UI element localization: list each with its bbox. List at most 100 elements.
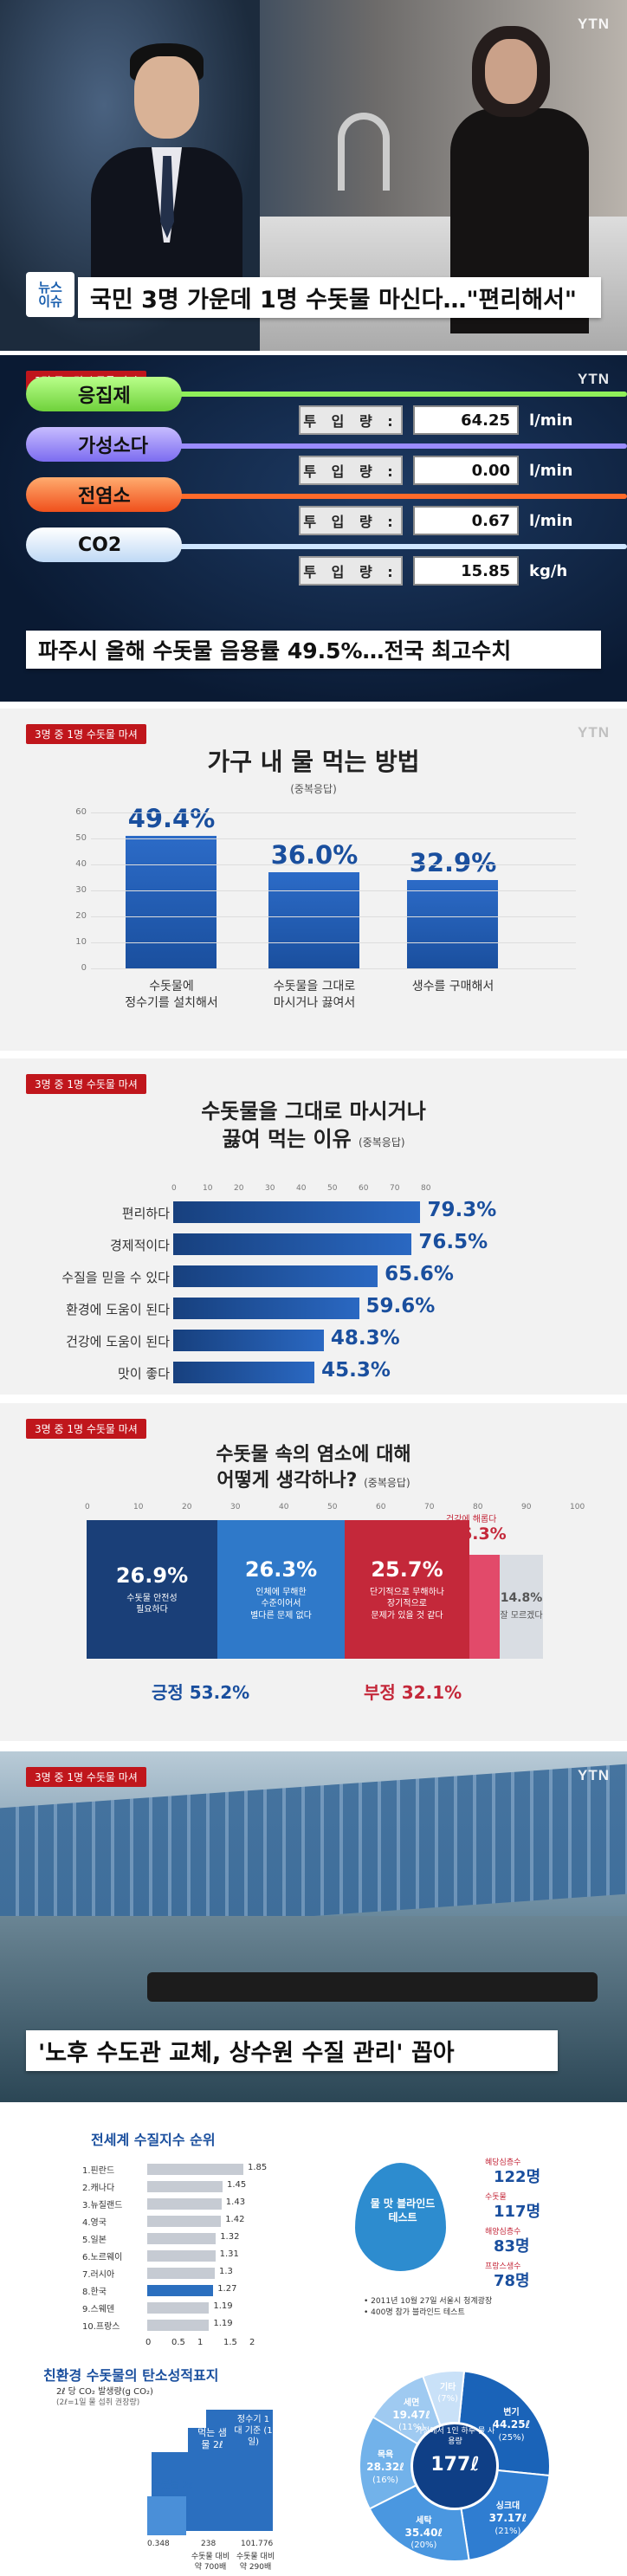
segment-desc-line: 별다른 문제 없다 <box>250 1610 312 1621</box>
country-name: 4.영국 <box>82 2218 107 2228</box>
chart-title-line: 끓여 먹는 이유 (중복응답) <box>0 1125 627 1153</box>
ytn-watermark: YTN <box>578 724 610 741</box>
news-issue-badge: 뉴스 이슈 <box>26 272 74 317</box>
reason-bar <box>173 1265 378 1287</box>
blind-label: 해양심층수 <box>485 2228 521 2236</box>
tube-label: 전염소 <box>78 486 131 508</box>
chart-title: 수돗물 속의 염소에 대해 어떻게 생각하나? (중복응답) <box>0 1442 627 1493</box>
axis-tick: 90 <box>521 1503 532 1511</box>
positive-sum: 긍정 53.2% <box>152 1682 250 1703</box>
donut-slice-name: 변기 <box>503 2408 520 2418</box>
donut-slice-value: 44.25ℓ <box>492 2418 531 2431</box>
row-label: 편리하다 <box>121 1206 170 1221</box>
purple-pipe-line <box>139 443 627 449</box>
country-name: 2.캐나다 <box>82 2184 115 2193</box>
bar-label: 생수를 구매해서 <box>388 979 518 995</box>
blind-note: • 2011년 10월 27일 서울시 청계광장 <box>364 2297 493 2306</box>
axis-tick: 40 <box>279 1503 289 1511</box>
country-bar <box>147 2302 210 2314</box>
segment-unsure: 14.8% 잘 모르겠다 <box>500 1555 543 1659</box>
axis-tick: 10 <box>203 1184 213 1193</box>
carbon-value: 101.776 <box>241 2540 274 2548</box>
carbon-item: 정수기 1대 기준 (1일) <box>234 2415 273 2447</box>
tap-water-block <box>147 2496 186 2535</box>
carbon-compare: 수돗물 대비 약 700배 <box>191 2553 230 2572</box>
country-name: 7.러시아 <box>82 2270 115 2280</box>
headline-caption: 파주시 올해 수돗물 음용률 49.5%…전국 최고수치 <box>26 631 601 669</box>
carbon-item: 먹는 샘물 2ℓ <box>197 2427 227 2451</box>
axis-tick: 60 <box>376 1503 386 1511</box>
blind-label: 수돗물 <box>485 2193 507 2202</box>
reservoir-panel: 3명 중 1명 수돗물 마셔 YTN '노후 수도관 교체, 상수원 수질 관리… <box>0 1751 627 2102</box>
segment-harmful-value: 6.3% <box>461 1524 507 1544</box>
axis-tick: 70 <box>424 1503 435 1511</box>
carbon-value: 238 <box>201 2540 217 2548</box>
segment-desc: 인체에 무해한 수준이어서 별다른 문제 없다 <box>250 1587 312 1622</box>
segment-desc-line: 단기적으로 무해하나 <box>370 1587 444 1597</box>
axis-tick: 50 <box>75 833 87 843</box>
input-row: 투 입 량 : 0.00 l/min <box>299 456 572 485</box>
input-unit: l/min <box>529 511 573 530</box>
country-bar <box>147 2285 214 2296</box>
country-bar <box>147 2250 216 2262</box>
input-row: 투 입 량 : 15.85 kg/h <box>299 556 567 586</box>
carbon-subtitle: 2ℓ 당 CO₂ 발생량(g CO₂) <box>56 2387 153 2397</box>
carbon-compare: 수돗물 대비 약 290배 <box>236 2553 275 2572</box>
country-bar <box>147 2216 222 2227</box>
tube-label: CO2 <box>78 534 122 556</box>
axis-tick: 70 <box>390 1184 400 1193</box>
country-name: 9.스웨덴 <box>82 2305 115 2314</box>
segment-desc-line: 인체에 무해한 <box>255 1587 307 1597</box>
segment-desc-line: 문제가 있을 것 같다 <box>371 1610 443 1621</box>
donut-slice-name: 세면 <box>403 2398 420 2408</box>
blind-value: 117명 <box>494 2203 541 2221</box>
donut-center-value: 177ℓ <box>430 2454 480 2476</box>
blind-test-title: 물 맛 블라인드 테스트 <box>370 2197 436 2223</box>
segment-value: 26.9% <box>115 1563 189 1588</box>
blind-note: • 400명 참가 블라인드 테스트 <box>364 2308 465 2317</box>
donut-slice-pct: (7%) <box>437 2393 459 2404</box>
segment-harmful <box>469 1555 500 1659</box>
input-row: 투 입 량 : 64.25 l/min <box>299 405 572 435</box>
chart-title-text: 어떻게 생각하나? <box>217 1469 358 1492</box>
donut-slice <box>422 2370 466 2427</box>
woman-face <box>485 39 537 104</box>
grid-line <box>91 864 576 865</box>
country-value: 1.85 <box>248 2163 268 2172</box>
anchor-face <box>134 56 199 139</box>
donut-label: 세탁 35.40ℓ (20%) <box>398 2515 449 2552</box>
country-name: 3.뉴질랜드 <box>82 2201 123 2210</box>
donut-slice-name: 싱크대 <box>495 2502 520 2512</box>
blind-value: 122명 <box>494 2168 541 2186</box>
country-bar <box>147 2181 223 2192</box>
segment-value: 25.7% <box>371 1557 443 1582</box>
donut-label: 기타 (7%) <box>422 2382 474 2404</box>
segment-desc: 단기적으로 무해하나 장기적으로 문제가 있을 것 같다 <box>370 1587 444 1622</box>
input-value: 0.67 <box>413 506 519 535</box>
axis-tick: 30 <box>75 885 87 895</box>
donut-center-label: 가정에서 1인 하루 물 사용량 <box>415 2427 495 2446</box>
donut-slice <box>368 2484 470 2562</box>
axis-tick: 80 <box>473 1503 483 1511</box>
country-value: 1.19 <box>213 2301 233 2311</box>
donut-slice-value: 35.40ℓ <box>404 2526 443 2539</box>
bar-label-line: 수돗물에 <box>149 980 194 994</box>
axis-tick: 1.5 <box>223 2338 237 2347</box>
donut-slice <box>457 2370 551 2477</box>
carbon-value: 0.348 <box>147 2540 170 2548</box>
reason-bar <box>173 1233 412 1255</box>
water-drop-icon <box>355 2163 446 2271</box>
white-pipe-line <box>139 544 627 549</box>
rank-title: 전세계 수질지수 순위 <box>91 2132 216 2148</box>
input-label: 투 입 량 : <box>299 506 403 535</box>
water-treatment-panel: 3명 중 1명 수돗물 마셔 YTN 응집제 가성소다 전염소 CO2 투 입 … <box>0 355 627 702</box>
badge-top-text: 뉴스 <box>38 279 62 295</box>
donut-label: 목욕 28.32ℓ (16%) <box>359 2450 411 2486</box>
carbon-title: 친환경 수돗물의 탄소성적표지 <box>43 2367 219 2384</box>
axis-tick: 10 <box>133 1503 144 1511</box>
segment-tag: 3명 중 1명 수돗물 마셔 <box>26 1419 146 1439</box>
chart-subtitle: (중복응답) <box>359 1136 405 1149</box>
input-label: 투 입 량 : <box>299 456 403 485</box>
grid-line <box>91 916 576 917</box>
input-unit: kg/h <box>529 561 568 580</box>
